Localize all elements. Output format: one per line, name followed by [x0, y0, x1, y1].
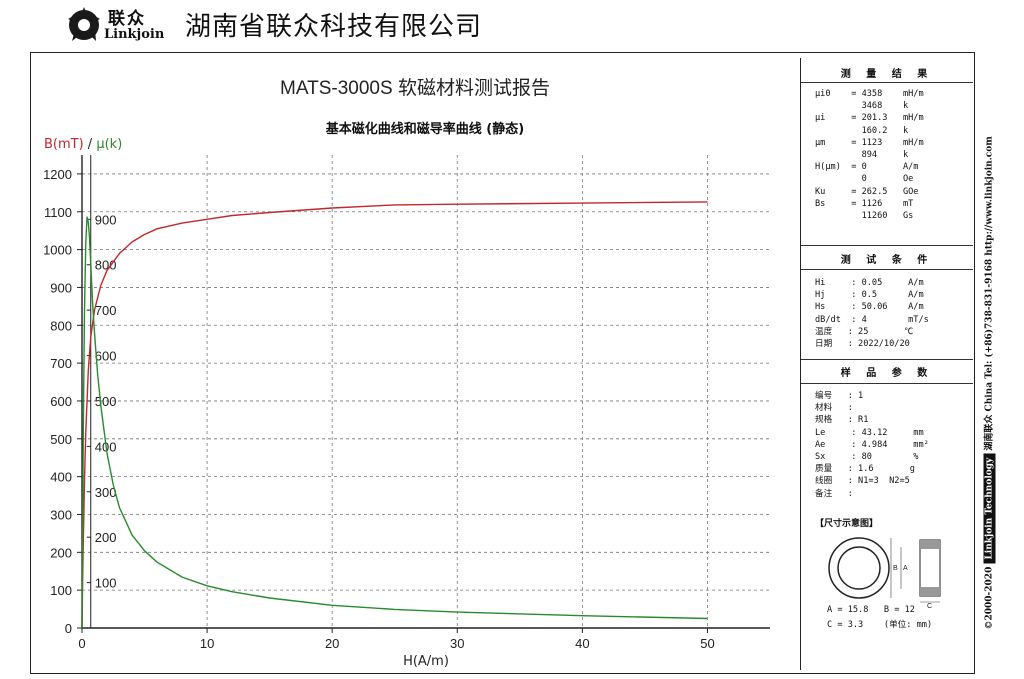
side-tel: Tel: (+86)738-831-9168: [984, 258, 995, 379]
condition-row: 日期 : 2022/10/20: [815, 339, 910, 350]
permeability-curve: [81, 216, 708, 629]
x-tick-label: 30: [450, 636, 464, 651]
header: 联众 Linkjoin 湖南省联众科技有限公司: [0, 0, 1024, 52]
company-name: 湖南省联众科技有限公司: [185, 12, 483, 42]
x-tick-label: 10: [200, 636, 214, 651]
y-tick-label-left: 800: [50, 318, 72, 333]
side-brand-box: Linkjoin Technology: [983, 453, 996, 564]
dimension-c-unit: C = 3.3 (单位: mm): [827, 620, 933, 630]
results-title: 测 量 结 果: [840, 69, 934, 80]
conditions-title: 测 试 条 件: [840, 255, 934, 266]
dimension-title: 【尺寸示意图】: [815, 519, 879, 529]
results-list: μi0 = 4358 mH/m 3468 k μi = 201.3 mH/m 16…: [815, 88, 924, 222]
dimension-a-b: A = 15.8 B = 12: [827, 605, 915, 615]
y-tick-label-right: 300: [95, 485, 117, 500]
divider: [801, 383, 973, 384]
x-tick-label: 20: [325, 636, 339, 651]
y-tick-label-right: 700: [95, 303, 117, 318]
result-row: μi0 = 4358 mH/m: [815, 89, 924, 99]
result-row: 11260 Gs: [815, 211, 914, 222]
y-axis-label-left: B(mT): [44, 137, 84, 152]
result-row: 160.2 k: [815, 125, 909, 136]
condition-row: 温度 : 25 ℃: [815, 326, 914, 337]
toroid-dimension-diagram: B A C: [828, 537, 941, 610]
sample-row: Sx : 80 %: [815, 452, 919, 463]
dim-label-b: B: [893, 565, 898, 572]
right-panel: 测 量 结 果 μi0 = 4358 mH/m 3468 k μi = 201.3…: [800, 58, 973, 670]
report-frame: [30, 52, 975, 674]
y-tick-label-left: 1100: [44, 205, 72, 220]
side-vertical-info: ©2000-2020 Linkjoin Technology 湖南联众 Chin…: [983, 136, 997, 630]
result-row: 3468 k: [815, 101, 909, 112]
y-tick-label-left: 500: [50, 432, 72, 447]
result-row: H(μm) = 0 A/m: [815, 162, 919, 173]
divider: [801, 245, 973, 246]
y-tick-label-right: 500: [95, 394, 117, 409]
y-axis-label-sep: /: [84, 137, 97, 152]
y-tick-label-right: 800: [95, 258, 117, 273]
result-row: Bs = 1126 mT: [815, 198, 914, 209]
bh-mu-chart: MATS-3000S 软磁材料测试报告 基本磁化曲线和磁导率曲线 (静态) B(…: [43, 77, 770, 669]
sample-row: Le : 43.12 mm: [815, 427, 924, 438]
x-tick-label: 50: [700, 636, 714, 651]
y-tick-label-left: 900: [50, 280, 72, 295]
y-axis-label-right: μ(k): [96, 137, 122, 152]
logo-cn-text: 联众: [108, 9, 146, 29]
result-row: 0 Oe: [815, 174, 914, 185]
y-tick-label-left: 300: [50, 507, 72, 522]
divider: [801, 82, 973, 83]
result-row: μi = 201.3 mH/m: [815, 113, 924, 124]
sample-row: Ae : 4.984 mm²: [815, 439, 929, 450]
divider: [801, 269, 973, 270]
y-tick-label-left: 100: [50, 583, 72, 598]
y-tick-label-left: 600: [50, 394, 72, 409]
y-axis-label: B(mT) / μ(k): [44, 137, 122, 152]
sample-row: 备注 :: [815, 488, 853, 499]
result-row: Ku = 262.5 GOe: [815, 186, 919, 197]
y-tick-label-right: 100: [95, 576, 117, 591]
divider: [801, 359, 973, 360]
sample-row: 质量 : 1.6 g: [815, 464, 915, 475]
chart-title: MATS-3000S 软磁材料测试报告: [280, 77, 550, 99]
condition-row: Hj : 0.5 A/m: [815, 290, 924, 301]
condition-row: Hi : 0.05 A/m: [815, 278, 924, 288]
grid: [82, 155, 770, 628]
logo-en-text: Linkjoin: [104, 27, 165, 42]
series: [81, 201, 708, 629]
y-tick-label-left: 400: [50, 470, 72, 485]
sample-row: 线圈 : N1=3 N2=5: [815, 476, 910, 487]
chart-subtitle: 基本磁化曲线和磁导率曲线 (静态): [325, 121, 524, 137]
side-url: http://www.linkjoin.com: [984, 136, 995, 256]
x-axis-label: H(A/m): [403, 654, 449, 669]
result-row: μm = 1123 mH/m: [815, 137, 924, 148]
side-copyright: ©2000-2020: [984, 566, 995, 630]
y-tick-label-left: 1200: [43, 167, 72, 182]
sample-row: 材料 :: [815, 403, 853, 414]
magnetization-curve: [81, 201, 708, 629]
y-tick-label-left: 1000: [43, 243, 72, 258]
y-tick-label-right: 600: [95, 349, 117, 364]
sample-row: 编号 : 1: [815, 391, 864, 401]
condition-row: Hs : 50.06 A/m: [815, 302, 924, 313]
linkjoin-logo-icon: [68, 7, 100, 41]
sample-row: 规格 : R1: [815, 415, 869, 426]
side-china: 湖南联众 China: [984, 381, 995, 451]
x-tick-label: 40: [575, 636, 589, 651]
y-tick-label-left: 700: [50, 356, 72, 371]
condition-row: dB/dt : 4 mT/s: [815, 314, 929, 325]
x-tick-label: 0: [78, 636, 85, 651]
sample-list: 编号 : 1 材料 : 规格 : R1 Le : 43.12 mm Ae : 4.984…: [815, 390, 929, 500]
dim-label-a: A: [903, 565, 908, 572]
y-tick-label-right: 200: [95, 530, 117, 545]
sample-title: 样 品 参 数: [840, 368, 934, 379]
y-tick-label-right: 900: [95, 212, 117, 227]
y-tick-label-left: 0: [65, 621, 72, 636]
axes: 0 10 20 30 40 5001002003004005006007008009001…: [43, 155, 770, 651]
result-row: 894 k: [815, 150, 909, 161]
dim-label-c: C: [927, 603, 932, 610]
conditions-list: Hi : 0.05 A/m Hj : 0.5 A/m Hs : 50.06 A/m d…: [815, 277, 929, 350]
y-tick-label-left: 200: [50, 545, 72, 560]
